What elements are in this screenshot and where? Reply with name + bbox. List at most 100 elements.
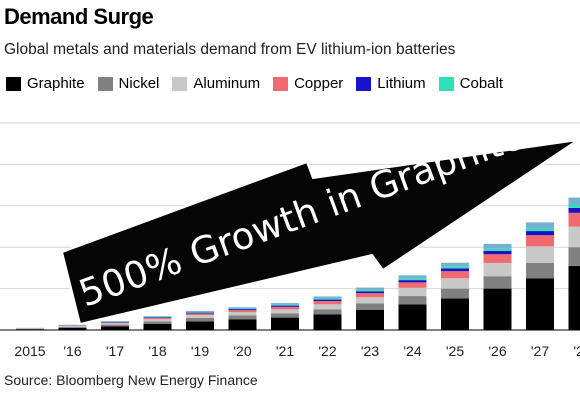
bar-segment-cobalt-25 xyxy=(441,266,469,269)
bar-segment-cobalt-23 xyxy=(356,290,384,292)
x-tick-label: '18 xyxy=(148,343,166,359)
bar-segment-graphite-16 xyxy=(58,327,87,330)
x-tick-label: 2015 xyxy=(14,343,45,359)
bar-segment-lithium-28 xyxy=(568,207,580,213)
bar-segment-aluminum-24 xyxy=(398,287,427,297)
bar-segment-copper-21 xyxy=(271,306,299,310)
bar-segment-other-22 xyxy=(313,296,342,299)
bar-segment-nickel-25 xyxy=(441,288,469,299)
bar-segment-nickel-17 xyxy=(101,324,129,327)
legend-item-nickel: Nickel xyxy=(97,75,159,92)
legend-item-copper: Copper xyxy=(273,75,343,92)
bar-segment-cobalt-20 xyxy=(228,308,257,310)
x-tick-label: '20 xyxy=(233,343,251,359)
bar-segment-lithium-19 xyxy=(186,312,214,314)
bar-segment-nickel-28 xyxy=(568,247,580,266)
bar-segment-other-17 xyxy=(101,320,129,322)
bar-segment-graphite-26 xyxy=(483,288,512,330)
growth-arrow-shape xyxy=(60,139,579,326)
bar-segment-cobalt-19 xyxy=(186,311,214,313)
bar-segment-copper-24 xyxy=(398,282,427,288)
bar-segment-graphite-25 xyxy=(441,298,469,330)
bar-segment-lithium-21 xyxy=(271,305,299,307)
bar-segment-aluminum-22 xyxy=(313,304,342,310)
bar-segment-aluminum-16 xyxy=(58,326,87,327)
legend-label: Graphite xyxy=(27,75,85,92)
bar-segment-aluminum-26 xyxy=(483,262,512,277)
bar-segment-cobalt-22 xyxy=(313,298,342,300)
x-tick-label: '17 xyxy=(106,343,124,359)
bar-segment-cobalt-27 xyxy=(526,228,554,232)
bar-segment-lithium-27 xyxy=(526,231,554,236)
bar-segment-other-20 xyxy=(228,307,257,309)
legend: Graphite Nickel Aluminum Copper Lithium Cobal… xyxy=(6,75,516,92)
bar-segment-copper-19 xyxy=(186,313,214,316)
bar-segment-other-21 xyxy=(271,303,299,305)
bar-segment-graphite-27 xyxy=(526,278,554,330)
bar-segment-copper-22 xyxy=(313,301,342,305)
bar-segment-graphite-17 xyxy=(101,326,129,330)
bar-segment-lithium-18 xyxy=(143,317,172,318)
bar-segment-nickel-22 xyxy=(313,309,342,315)
bar-segment-copper-23 xyxy=(356,293,384,298)
chart-title: Demand Surge xyxy=(4,4,154,29)
legend-swatch xyxy=(172,76,188,91)
bar-segment-lithium-24 xyxy=(398,280,427,283)
x-tick-label: '23 xyxy=(361,343,379,359)
x-tick-label: '26 xyxy=(488,343,506,359)
bar-segment-aluminum-18 xyxy=(143,319,172,322)
x-tick-label: '24 xyxy=(403,343,421,359)
bar-segment-copper-20 xyxy=(228,310,257,313)
bar-segment-other-24 xyxy=(398,275,427,279)
bar-segment-copper-17 xyxy=(101,322,129,324)
legend-label: Lithium xyxy=(377,75,426,92)
bar-segment-cobalt-26 xyxy=(483,248,512,251)
bar-segment-lithium-26 xyxy=(483,250,512,255)
bar-segment-graphite-19 xyxy=(186,321,214,330)
x-tick-label: '16 xyxy=(63,343,81,359)
bar-segment-cobalt-24 xyxy=(398,278,427,281)
legend-swatch xyxy=(438,76,454,91)
bar-segment-other-19 xyxy=(186,310,214,312)
legend-swatch xyxy=(97,76,113,91)
legend-swatch xyxy=(356,76,372,91)
bar-segment-nickel-27 xyxy=(526,262,554,279)
bar-segment-nickel-18 xyxy=(143,321,172,324)
legend-label: Copper xyxy=(294,75,344,92)
bar-segment-nickel-20 xyxy=(228,315,257,320)
bar-segment-other-28 xyxy=(568,197,580,205)
legend-label: Aluminum xyxy=(193,75,261,92)
bar-segment-lithium-22 xyxy=(313,299,342,302)
bar-segment-other-23 xyxy=(356,287,384,291)
bar-segment-copper-28 xyxy=(568,212,580,227)
bar-segment-other-26 xyxy=(483,243,512,249)
x-tick-label: '19 xyxy=(191,343,209,359)
bar-segment-nickel-19 xyxy=(186,317,214,322)
bar-segment-aluminum-27 xyxy=(526,246,554,263)
bar-segment-graphite-28 xyxy=(568,265,580,330)
bar-segment-copper-18 xyxy=(143,317,172,320)
bar-segment-aluminum-23 xyxy=(356,297,384,304)
bar-segment-aluminum-21 xyxy=(271,309,299,314)
x-tick-label: '22 xyxy=(318,343,336,359)
bar-segment-nickel-16 xyxy=(58,326,87,328)
bar-segment-aluminum-17 xyxy=(101,323,129,325)
source-note: Source: Bloomberg New Energy Finance xyxy=(4,372,258,388)
bar-segment-nickel-21 xyxy=(271,313,299,318)
legend-swatch xyxy=(273,76,289,91)
bar-segment-graphite-22 xyxy=(313,314,342,330)
x-axis: 2015 '16 '17 '18 '19 '20 '21 '22 '23 '24 '25 '26 '27… xyxy=(0,329,580,359)
legend-item-cobalt: Cobalt xyxy=(438,75,503,92)
bar-segment-aluminum-20 xyxy=(228,312,257,316)
x-tick-label: '25 xyxy=(446,343,464,359)
bar-segment-graphite-23 xyxy=(356,309,384,330)
bar-segment-lithium-20 xyxy=(228,309,257,311)
bar-segment-copper-25 xyxy=(441,271,469,279)
bar-segment-graphite-18 xyxy=(143,323,172,330)
x-tick-label: '21 xyxy=(276,343,294,359)
legend-item-graphite: Graphite xyxy=(6,75,85,92)
bar-segment-other-25 xyxy=(441,262,469,267)
bar-segment-graphite-20 xyxy=(228,319,257,330)
legend-label: Cobalt xyxy=(459,75,503,92)
